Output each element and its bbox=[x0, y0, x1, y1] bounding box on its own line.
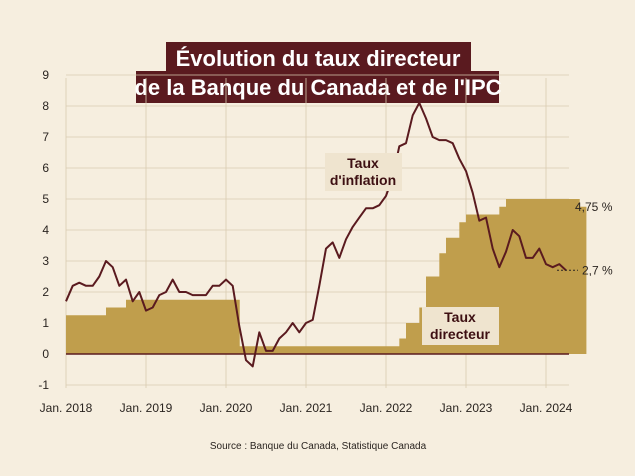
chart-title-line-1: Évolution du taux directeur bbox=[176, 46, 461, 71]
title-background-line-2 bbox=[136, 71, 499, 103]
policy-rate-step bbox=[506, 199, 580, 354]
x-tick-label: Jan. 2020 bbox=[200, 401, 253, 415]
inflation-series-line bbox=[65, 101, 567, 368]
x-tick-label: Jan. 2022 bbox=[360, 401, 413, 415]
policy-rate-step bbox=[399, 338, 407, 354]
policy-rate-step bbox=[499, 206, 507, 354]
y-axis-ticks: 9 8 7 6 5 4 3 2 1 0 -1 bbox=[38, 68, 49, 392]
y-tick-label: 6 bbox=[42, 161, 49, 175]
y-tick-label: 0 bbox=[42, 347, 49, 361]
x-tick-label: Jan. 2023 bbox=[440, 401, 493, 415]
policy-rate-step bbox=[126, 299, 240, 354]
policy-rate-step bbox=[459, 222, 467, 354]
policy-rate-area bbox=[66, 199, 587, 354]
inflation-annotation-line-2: d'inflation bbox=[330, 172, 396, 188]
policy-rate-annotation-background bbox=[422, 307, 499, 345]
policy-rate-step bbox=[439, 253, 447, 354]
y-tick-label: 9 bbox=[42, 68, 49, 82]
y-tick-label: 7 bbox=[42, 130, 49, 144]
policy-rate-step bbox=[106, 307, 127, 354]
x-tick-label: Jan. 2019 bbox=[120, 401, 173, 415]
x-tick-label: Jan. 2018 bbox=[40, 401, 93, 415]
title-background-line-1 bbox=[166, 42, 471, 74]
y-tick-label: 3 bbox=[42, 254, 49, 268]
y-tick-label: 1 bbox=[42, 316, 49, 330]
policy-rate-step bbox=[239, 346, 400, 354]
inflation-line bbox=[65, 101, 567, 368]
y-tick-label: 8 bbox=[42, 99, 49, 113]
chart-title-line-2: de la Banque du Canada et de l'IPC bbox=[134, 75, 501, 100]
policy-rate-end-label: 4,75 % bbox=[575, 200, 613, 214]
inflation-end-label: 2,7 % bbox=[582, 263, 613, 277]
x-tick-label: Jan. 2024 bbox=[520, 401, 573, 415]
y-tick-label: 2 bbox=[42, 285, 49, 299]
inflation-annotation-background bbox=[325, 153, 402, 191]
source-note: Source : Banque du Canada, Statistique C… bbox=[210, 441, 427, 452]
y-tick-label: 5 bbox=[42, 192, 49, 206]
y-tick-label: 4 bbox=[42, 223, 49, 237]
x-tick-label: Jan. 2021 bbox=[280, 401, 333, 415]
policy-rate-annotation-line-2: directeur bbox=[430, 326, 490, 342]
chart-title: Évolution du taux directeur de la Banque… bbox=[134, 42, 502, 103]
x-axis-ticks: Jan. 2018 Jan. 2019 Jan. 2020 Jan. 2021 Jan.… bbox=[40, 401, 573, 415]
policy-rate-step bbox=[406, 323, 420, 354]
y-tick-label: -1 bbox=[38, 378, 49, 392]
policy-rate-annotation-line-1: Taux bbox=[444, 309, 476, 325]
policy-rate-step bbox=[579, 206, 587, 354]
chart-annotations: Taux d'inflation Taux directeur bbox=[325, 153, 499, 345]
policy-rate-step bbox=[66, 315, 107, 354]
end-value-labels: 4,75 % 2,7 % bbox=[557, 200, 613, 277]
inflation-annotation-line-1: Taux bbox=[347, 155, 379, 171]
